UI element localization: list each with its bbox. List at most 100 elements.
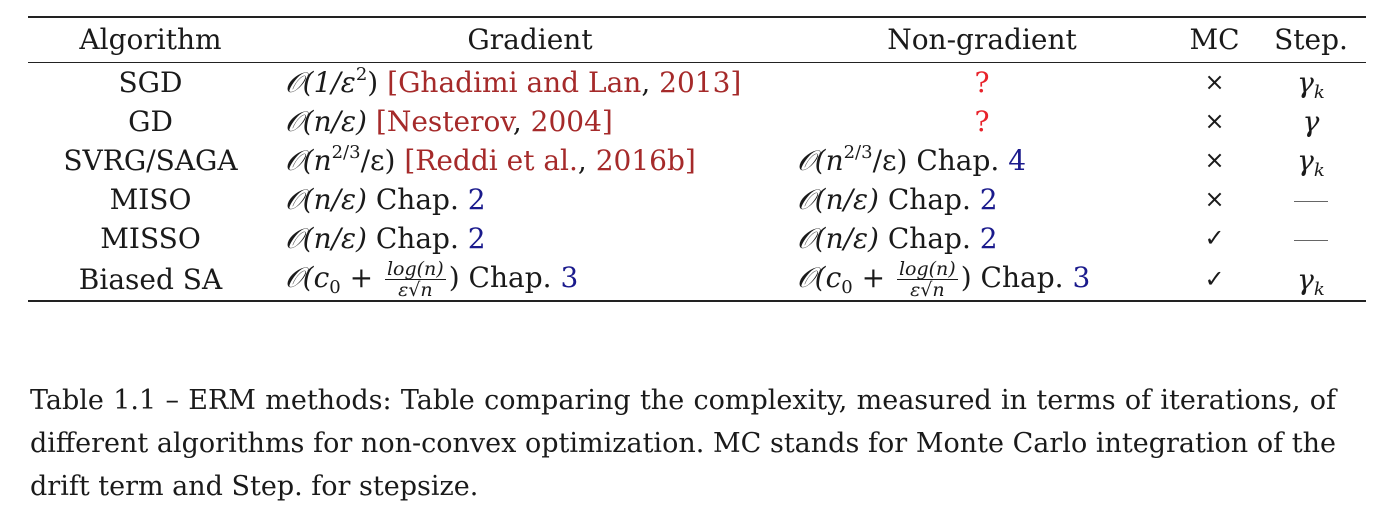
table-row: Biased SA 𝒪(c0 + log(n) ε√n) Chap. 3 𝒪(c0…	[28, 258, 1366, 300]
subscript: 0	[841, 277, 853, 298]
complexity-math: 𝒪(n/ε)	[797, 183, 879, 216]
complexity-math-close: /ε)	[872, 144, 908, 177]
citation-year-link[interactable]: 2004	[530, 105, 602, 138]
citation-year-link[interactable]: 2013	[659, 66, 731, 99]
comparison-table: Algorithm Gradient Non-gradient MC Step.…	[28, 16, 1366, 302]
fraction: log(n) ε√n	[384, 258, 446, 300]
citation-link[interactable]: Reddi et al.	[415, 144, 578, 177]
step-symbol: γ	[1297, 66, 1314, 99]
non-gradient-cell: 𝒪(n2/3/ε) Chap. 4	[793, 141, 1173, 180]
header-mc: MC	[1189, 23, 1240, 56]
fraction-denominator: ε√n	[398, 279, 433, 300]
step-cell: γk	[1256, 258, 1366, 300]
complexity-math-close: )	[960, 261, 972, 294]
subscript: 0	[329, 277, 341, 298]
step-cell: γk	[1256, 63, 1366, 102]
header-row: Algorithm Gradient Non-gradient MC Step.	[28, 18, 1366, 62]
chapter-label: Chap.	[366, 222, 468, 255]
mc-cross-icon: ×	[1204, 185, 1225, 213]
step-dash-icon	[1256, 180, 1366, 219]
complexity-math-close: )	[448, 261, 460, 294]
step-subscript: k	[1313, 278, 1325, 300]
chapter-label: Chap.	[907, 144, 1009, 177]
dash-icon	[1294, 201, 1328, 202]
plus-sign: +	[340, 261, 382, 294]
citation-link[interactable]: Ghadimi and Lan	[398, 66, 642, 99]
plus-sign: +	[852, 261, 894, 294]
mc-cross-icon: ×	[1204, 107, 1225, 135]
algorithm-cell: MISSO	[100, 222, 201, 255]
cite-separator: ,	[577, 144, 596, 177]
header-rule	[28, 62, 1366, 63]
complexity-math-close: )	[367, 66, 379, 99]
chapter-link[interactable]: 2	[979, 222, 998, 255]
gradient-cell: 𝒪(n2/3/ε) [Reddi et al., 2016b]	[273, 141, 793, 180]
exponent: 2/3	[331, 142, 361, 163]
dash-icon	[1294, 240, 1328, 241]
complexity-math: 𝒪(n/ε)	[285, 222, 367, 255]
table-row: MISSO 𝒪(n/ε) Chap. 2 𝒪(n/ε) Chap. 2 ✓	[28, 219, 1366, 258]
chapter-label: Chap.	[459, 261, 561, 294]
step-symbol: γ	[1297, 144, 1314, 177]
gradient-cell: 𝒪(n/ε) Chap. 2	[273, 180, 793, 219]
gradient-cell: 𝒪(c0 + log(n) ε√n) Chap. 3	[273, 258, 793, 300]
mc-check-icon: ✓	[1204, 224, 1225, 252]
erm-table: Algorithm Gradient Non-gradient MC Step.	[28, 18, 1366, 62]
exponent: 2/3	[843, 142, 873, 163]
complexity-math: 𝒪(c	[285, 261, 330, 294]
chapter-label: Chap.	[971, 261, 1073, 294]
header-gradient: Gradient	[467, 23, 593, 56]
cite-open: [	[366, 105, 387, 138]
cite-close: ]	[601, 105, 613, 138]
step-cell: γk	[1256, 141, 1366, 180]
non-gradient-cell: 𝒪(n/ε) Chap. 2	[793, 180, 1173, 219]
algorithm-cell: SGD	[118, 66, 183, 99]
non-gradient-cell: 𝒪(n/ε) Chap. 2	[793, 219, 1173, 258]
complexity-math-close: /ε)	[360, 144, 396, 177]
cite-open: [	[395, 144, 416, 177]
chapter-label: Chap.	[878, 183, 980, 216]
algorithm-cell: GD	[128, 105, 173, 138]
step-dash-icon	[1256, 219, 1366, 258]
complexity-math: 𝒪(n/ε)	[797, 222, 879, 255]
non-gradient-unknown: ?	[974, 105, 990, 138]
table-row: GD 𝒪(n/ε) [Nesterov, 2004] ? × γ	[28, 102, 1366, 141]
fraction-numerator: log(n)	[896, 258, 958, 280]
chapter-link[interactable]: 3	[560, 261, 579, 294]
mc-cross-icon: ×	[1204, 146, 1225, 174]
fraction-denominator: ε√n	[910, 279, 945, 300]
chapter-label: Chap.	[366, 183, 468, 216]
chapter-link[interactable]: 3	[1072, 261, 1091, 294]
header-step: Step.	[1274, 23, 1348, 56]
chapter-link[interactable]: 2	[979, 183, 998, 216]
algorithm-cell: MISO	[109, 183, 192, 216]
chapter-link[interactable]: 2	[467, 183, 486, 216]
algorithm-cell: SVRG/SAGA	[63, 144, 238, 177]
complexity-math: 𝒪(n	[797, 144, 844, 177]
exponent: 2	[355, 64, 368, 85]
cite-open: [	[378, 66, 399, 99]
step-subscript: k	[1313, 82, 1325, 102]
fraction-numerator: log(n)	[384, 258, 446, 280]
citation-year-link[interactable]: 2016b	[595, 144, 685, 177]
cite-separator: ,	[641, 66, 660, 99]
complexity-math: 𝒪(n/ε)	[285, 105, 367, 138]
step-symbol: γ	[1297, 262, 1314, 296]
step-symbol: γ	[1302, 105, 1320, 138]
algorithm-cell: Biased SA	[78, 262, 223, 296]
chapter-label: Chap.	[878, 222, 980, 255]
citation-link[interactable]: Nesterov	[386, 105, 513, 138]
non-gradient-cell: 𝒪(c0 + log(n) ε√n) Chap. 3	[793, 258, 1173, 300]
complexity-math: 𝒪(1/ε	[285, 66, 356, 99]
cite-separator: ,	[512, 105, 531, 138]
step-subscript: k	[1313, 160, 1325, 180]
top-rule	[28, 16, 1366, 18]
table-row: SVRG/SAGA 𝒪(n2/3/ε) [Reddi et al., 2016b…	[28, 141, 1366, 180]
table-row: MISO 𝒪(n/ε) Chap. 2 𝒪(n/ε) Chap. 2 ×	[28, 180, 1366, 219]
chapter-link[interactable]: 4	[1008, 144, 1027, 177]
bottom-rule	[28, 300, 1366, 302]
gradient-cell: 𝒪(n/ε) Chap. 2	[273, 219, 793, 258]
mc-cross-icon: ×	[1204, 68, 1225, 96]
chapter-link[interactable]: 2	[467, 222, 486, 255]
complexity-math: 𝒪(n/ε)	[285, 183, 367, 216]
